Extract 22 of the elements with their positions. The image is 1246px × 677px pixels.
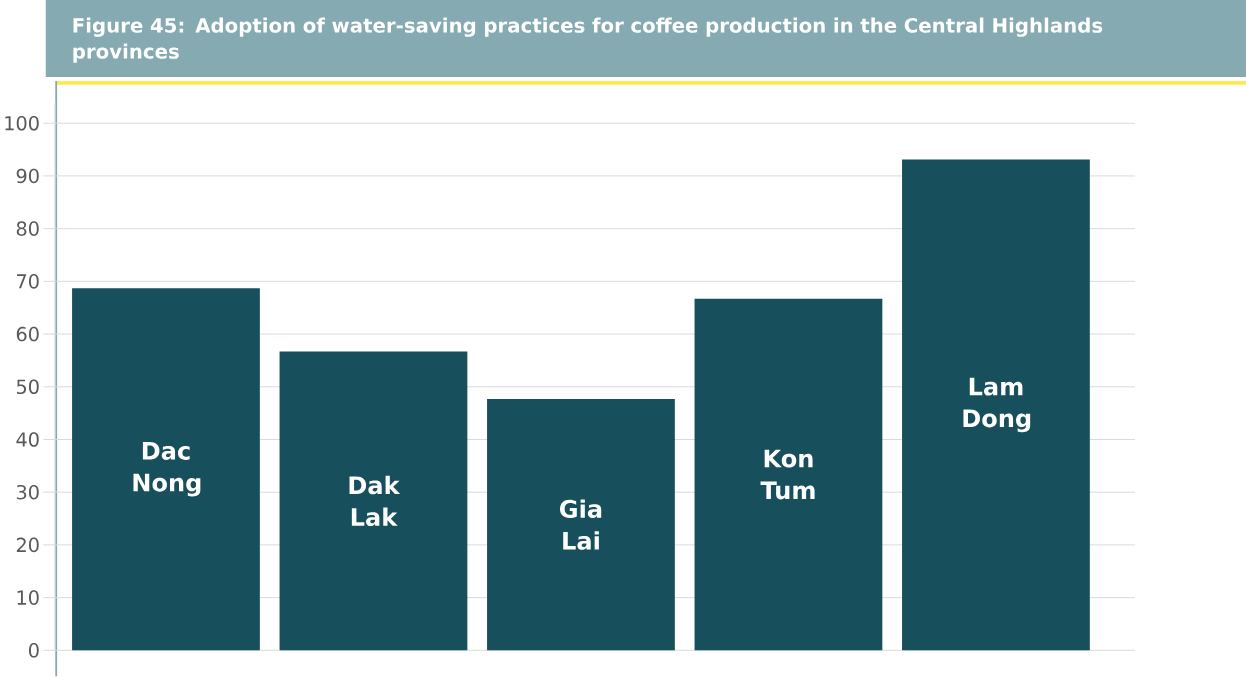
x-tick-label: Kon Tum: [760, 449, 815, 500]
x-tick-label: Gia Lai: [560, 499, 602, 550]
y-tick-label: 60: [16, 326, 39, 342]
x-tick-label: Lam Dong: [963, 377, 1031, 433]
bar: [487, 398, 675, 651]
y-tick-label: 40: [16, 432, 39, 447]
bar: [279, 351, 468, 651]
x-tick-label: Dac Nong: [133, 441, 201, 497]
bar: [694, 298, 883, 651]
bar: [902, 159, 1090, 651]
y-tick-label: 30: [16, 484, 39, 500]
y-tick-label: 10: [17, 590, 39, 605]
y-tick-label: 100: [5, 115, 39, 131]
y-tick-label: 20: [16, 537, 39, 553]
bar: [72, 288, 260, 651]
x-tick-label: Dak Lak: [349, 475, 401, 526]
chart-title: Figure 45: Adoption of water-saving practices for coffee production in the Central Highlands provinces: [73, 17, 1103, 63]
y-tick-label: 0: [29, 642, 39, 658]
y-tick-label: 80: [16, 221, 39, 236]
y-tick-label: 90: [16, 168, 39, 184]
y-tick-label: 70: [17, 273, 39, 289]
y-tick-label: 50: [16, 379, 39, 394]
